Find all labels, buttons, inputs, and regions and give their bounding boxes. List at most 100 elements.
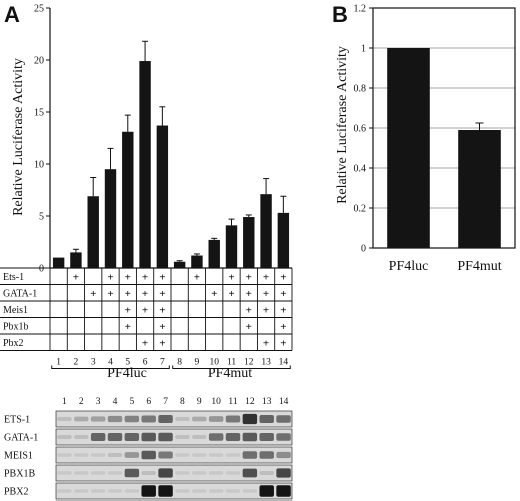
panel-a-bar — [139, 61, 151, 268]
condition-plus-mark: + — [159, 337, 165, 349]
condition-plus-mark: + — [142, 271, 148, 283]
panel-a-letter: A — [4, 2, 20, 27]
panel-a-bar — [277, 212, 290, 268]
blot-band — [158, 451, 173, 459]
condition-plus-mark: + — [194, 271, 200, 283]
blot-lane-number: 11 — [228, 397, 237, 407]
condition-plus-mark: + — [107, 271, 113, 283]
panel-b-category-label: PF4mut — [457, 259, 501, 274]
blot-band — [124, 433, 140, 441]
panel-a-chart: Relative Luciferase Activity 0 5 10 15 20 25 — [11, 4, 292, 275]
blot-band — [107, 489, 123, 493]
blot-band — [141, 471, 156, 475]
panel-a-ytick-label: 15 — [34, 108, 44, 119]
condition-label: Pbx1b — [3, 321, 29, 332]
condition-plus-mark: + — [263, 271, 269, 283]
panel-a-ytick-label: 5 — [39, 212, 44, 223]
panel-a-bar — [156, 125, 169, 269]
blot-band — [276, 451, 291, 459]
condition-plus-mark: + — [73, 271, 79, 283]
blot-band — [192, 416, 207, 422]
blot-band — [242, 468, 258, 478]
condition-plus-mark: + — [159, 321, 165, 333]
condition-plus-mark: + — [142, 337, 148, 349]
blot-band — [192, 489, 207, 493]
blot-band — [208, 433, 224, 441]
blot-band — [259, 415, 274, 423]
condition-plus-mark: + — [142, 304, 148, 316]
panel-a-bar — [260, 194, 272, 268]
blot-band — [90, 471, 106, 475]
lane-number: 13 — [261, 358, 271, 368]
group-labels: PF4luc PF4mut — [107, 366, 252, 381]
panel-b-chart: Relative Luciferase Activity 00.20.40.60… — [335, 4, 516, 274]
blot-strip — [55, 410, 293, 428]
blot-band — [192, 453, 207, 457]
blot-band — [208, 471, 224, 475]
blot-band — [276, 485, 291, 497]
panel-b-ytick-label: 0.2 — [354, 204, 367, 215]
blot-lane-number: 2 — [79, 397, 84, 407]
blot-lane-number: 14 — [279, 397, 289, 407]
blot-band — [141, 485, 156, 497]
blot-band — [90, 489, 106, 493]
panel-a-ytick-label: 0 — [39, 264, 44, 275]
blot-row-label: PBX1B — [4, 469, 35, 480]
lane-number: 3 — [91, 358, 96, 368]
blot-band — [259, 485, 274, 497]
lane-number: 10 — [209, 358, 219, 368]
condition-plus-mark: + — [246, 288, 252, 300]
blot-band — [107, 471, 123, 475]
condition-label: Pbx2 — [3, 338, 24, 349]
blot-band — [242, 432, 258, 442]
lane-numbers: 1 2 3 4 5 6 7 8 9 10 11 12 13 14 — [51, 358, 291, 369]
panel-b-frame — [372, 7, 516, 249]
panel-b-ylabel: Relative Luciferase Activity — [335, 46, 350, 204]
blot-band — [225, 433, 241, 441]
blot-band — [158, 468, 173, 478]
condition-label: GATA-1 — [3, 288, 37, 299]
blot-band — [158, 485, 173, 497]
panel-a-bar — [52, 257, 65, 268]
blot-band — [175, 417, 190, 421]
lane-number: 5 — [125, 358, 130, 368]
blot-lane-number: 3 — [96, 397, 101, 407]
blot-band — [57, 453, 72, 457]
condition-plus-mark: + — [125, 288, 131, 300]
blot-band — [74, 453, 89, 457]
blot-band — [158, 432, 173, 442]
blot-lane-number: 4 — [113, 397, 118, 407]
blot-strip — [55, 428, 293, 446]
panel-a-bar — [87, 196, 99, 268]
blot-band — [107, 433, 123, 441]
blot-band — [124, 452, 140, 458]
blot-band — [74, 435, 89, 439]
condition-plus-mark: + — [159, 271, 165, 283]
blot-band — [90, 453, 106, 457]
blot-strip — [55, 446, 293, 464]
condition-plus-mark: + — [280, 288, 286, 300]
blot-band — [225, 489, 241, 493]
blot-band — [208, 489, 224, 493]
panel-a-ytick-label: 25 — [34, 4, 44, 15]
lane-number: 8 — [177, 358, 182, 368]
blot-band — [259, 471, 274, 475]
condition-plus-mark: + — [280, 337, 286, 349]
condition-plus-mark: + — [107, 288, 113, 300]
lane-number: 2 — [74, 358, 79, 368]
condition-plus-mark: + — [263, 304, 269, 316]
blot-strip — [55, 482, 293, 500]
condition-plus-mark: + — [246, 304, 252, 316]
panel-b-letter: B — [332, 2, 348, 27]
blot-band — [124, 415, 140, 423]
blot-band — [74, 416, 89, 422]
blot-lane-number: 1 — [62, 397, 67, 407]
condition-plus-mark: + — [280, 271, 286, 283]
blot-band — [74, 489, 89, 493]
condition-plus-mark: + — [263, 337, 269, 349]
panel-a-bars — [52, 40, 290, 269]
blot-lane-number: 13 — [262, 397, 272, 407]
panel-a-bar — [243, 217, 255, 268]
panel-b-ytick-label: 1 — [361, 44, 366, 55]
